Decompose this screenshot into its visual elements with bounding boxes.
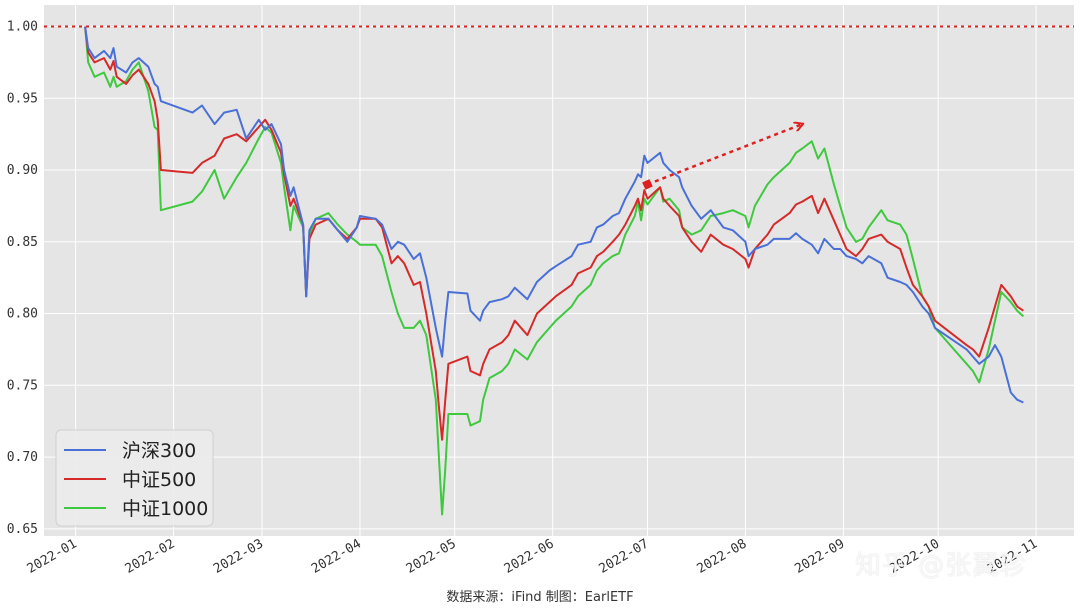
y-tick-label: 0.90: [7, 163, 38, 178]
x-tick-label: 2022-06: [502, 536, 557, 576]
plot-area: [44, 5, 1074, 536]
series-lines: [84, 26, 1025, 516]
trend-arrow: [642, 124, 802, 190]
x-tick-label: 2022-01: [25, 536, 80, 576]
y-tick-label: 1.00: [7, 20, 38, 35]
x-tick-label: 2022-09: [792, 536, 847, 576]
series-line-3: [84, 26, 1025, 516]
y-tick-label: 0.85: [7, 235, 38, 250]
series-line-2: [84, 26, 1024, 441]
legend-label: 中证1000: [122, 498, 208, 520]
series-line-1: [84, 26, 1024, 404]
legend-box: [55, 429, 214, 527]
source-caption: 数据来源：iFind 制图：EarlETF: [446, 590, 634, 605]
gridlines: [44, 5, 1074, 536]
x-tick-label: 2022-03: [211, 536, 266, 576]
x-tick-label: 2022-07: [597, 536, 652, 576]
x-tick-label: 2022-05: [404, 536, 459, 576]
x-tick-label: 2022-08: [694, 536, 749, 576]
watermark: 知乎 @张翼轸: [855, 551, 1027, 581]
y-tick-label: 0.65: [7, 522, 38, 537]
x-tick-label: 2022-04: [309, 536, 364, 576]
trend-arrow-start: [642, 179, 653, 190]
legend-label: 中证500: [122, 469, 196, 491]
y-tick-label: 0.75: [7, 378, 38, 393]
legend-label: 沪深300: [122, 440, 196, 462]
x-tick-label: 2022-02: [123, 536, 178, 576]
trend-arrow-line: [647, 124, 802, 186]
y-tick-label: 0.70: [7, 450, 38, 465]
y-axis-ticks: 0.65 0.70 0.75 0.80 0.85 0.90 0.95 1.00: [7, 20, 38, 537]
y-tick-label: 0.80: [7, 307, 38, 322]
y-tick-label: 0.95: [7, 91, 38, 106]
legend: 沪深300 中证500 中证1000: [55, 429, 214, 527]
